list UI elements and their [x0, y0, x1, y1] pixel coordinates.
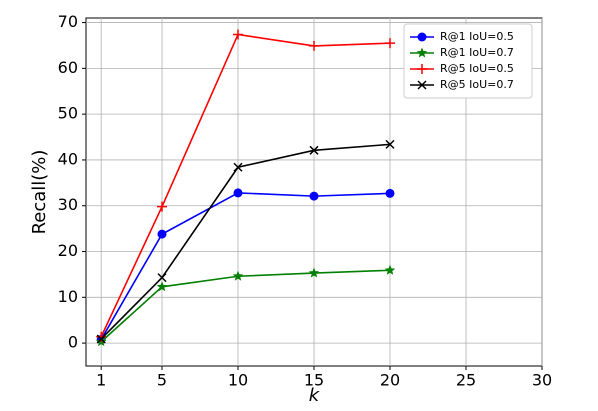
marker: [232, 270, 244, 281]
series-line: [100, 33, 391, 338]
marker: [308, 267, 320, 278]
marker: [309, 40, 319, 51]
legend-box: [403, 23, 533, 99]
marker: [233, 29, 243, 40]
y-tick-label: 60: [58, 58, 78, 77]
series-line: [100, 269, 391, 343]
x-tick-label: 25: [456, 371, 476, 390]
marker: [309, 191, 319, 201]
series-line: [100, 192, 391, 340]
x-tick-label: 15: [304, 371, 324, 390]
marker: [385, 38, 395, 49]
marker: [96, 334, 106, 344]
y-tick-label: 20: [58, 241, 78, 260]
legend-marker: [416, 47, 428, 58]
marker: [157, 273, 167, 283]
y-axis-label: Recall(%): [29, 150, 50, 235]
y-tick-label: 0: [68, 333, 78, 352]
x-tick-label: 5: [157, 371, 167, 390]
marker: [157, 229, 167, 239]
legend-marker: [417, 64, 427, 74]
marker: [157, 201, 167, 212]
legend-label: R@5 IoU=0.5: [440, 62, 514, 75]
legend-marker: [417, 32, 427, 42]
marker: [384, 264, 396, 275]
marker: [385, 139, 395, 149]
y-tick-label: 30: [58, 195, 78, 214]
marker: [233, 188, 243, 198]
y-tick-label: 10: [58, 287, 78, 306]
legend-label: R@5 IoU=0.7: [440, 78, 514, 91]
marker: [309, 145, 319, 155]
y-tick-label: 50: [58, 104, 78, 123]
y-tick-label: 70: [58, 12, 78, 31]
x-tick-label: 1: [96, 371, 106, 390]
legend-label: R@1 IoU=0.5: [440, 30, 514, 43]
x-tick-label: 20: [380, 371, 400, 390]
y-tick-label: 40: [58, 149, 78, 168]
marker: [385, 188, 395, 198]
marker: [156, 281, 168, 292]
series-line: [100, 143, 391, 340]
legend-marker: [417, 80, 427, 90]
marker: [233, 162, 243, 172]
x-axis-label: k: [309, 385, 321, 406]
legend-label: R@1 IoU=0.7: [440, 46, 514, 59]
x-tick-label: 30: [532, 371, 552, 390]
x-tick-label: 10: [228, 371, 248, 390]
legend: R@1 IoU=0.5 R@1 IoU=0.7 R@5 IoU=0.5 R@5 IoU…: [403, 23, 533, 99]
